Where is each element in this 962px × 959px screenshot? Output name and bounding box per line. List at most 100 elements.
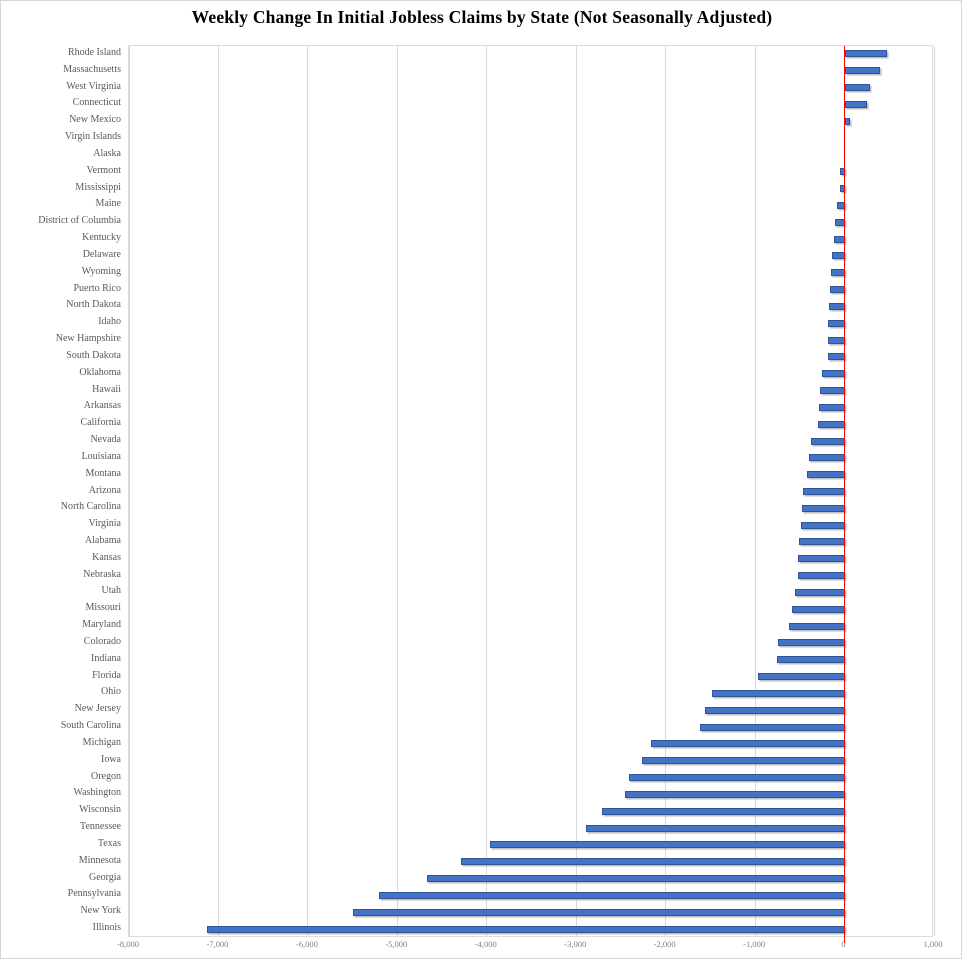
bar-alabama	[799, 538, 845, 546]
state-label: Kansas	[92, 551, 121, 563]
bar-iowa	[642, 757, 845, 765]
bar-south-dakota	[827, 353, 845, 361]
state-label: Texas	[97, 837, 121, 849]
bar-texas	[490, 841, 845, 849]
state-label: Montana	[85, 467, 121, 479]
state-label: Arizona	[88, 484, 121, 496]
bar-kansas	[798, 555, 845, 563]
gridline	[396, 46, 398, 936]
state-label: Ohio	[101, 686, 121, 698]
state-label: Maryland	[82, 619, 121, 631]
state-label: Illinois	[92, 922, 121, 934]
state-label: New York	[80, 905, 121, 917]
zero-baseline	[843, 46, 846, 943]
state-label: Maine	[95, 198, 121, 210]
state-label: California	[80, 417, 121, 429]
x-tick-label: 1,000	[923, 939, 943, 949]
gridline	[933, 46, 935, 936]
x-tick-label: -1,000	[743, 939, 766, 949]
bar-oklahoma	[822, 370, 845, 378]
gridline	[128, 46, 130, 936]
state-label: Oregon	[91, 770, 121, 782]
state-label: Georgia	[88, 871, 121, 883]
state-label: Wyoming	[81, 265, 121, 277]
state-label: Mississippi	[75, 181, 121, 193]
bar-louisiana	[808, 454, 845, 462]
state-label: Florida	[92, 669, 121, 681]
bar-utah	[795, 588, 845, 596]
bar-new-jersey	[705, 706, 845, 714]
state-label: Nevada	[90, 434, 121, 445]
bar-hawaii	[820, 387, 845, 395]
state-label: Arkansas	[83, 400, 121, 412]
state-label: Oklahoma	[79, 366, 121, 378]
chart-title: Weekly Change In Initial Jobless Claims …	[191, 7, 773, 27]
bar-indiana	[777, 656, 845, 664]
plot-area	[128, 45, 935, 943]
bar-california	[817, 420, 845, 428]
bar-new-york	[352, 908, 845, 916]
state-label: South Dakota	[66, 349, 121, 361]
state-label: New Jersey	[74, 703, 121, 715]
bar-idaho	[828, 319, 845, 327]
bar-new-hampshire	[828, 336, 845, 344]
y-axis-labels: Rhode Island Massachusetts West Virginia Co…	[1, 45, 121, 937]
state-label: North Dakota	[66, 299, 121, 311]
state-label: Pennsylvania	[67, 888, 121, 900]
x-tick-label: -3,000	[564, 939, 587, 949]
state-label: New Hampshire	[55, 333, 121, 345]
bar-missouri	[791, 605, 845, 613]
state-label: South Carolina	[60, 720, 121, 732]
x-tick-label: -2,000	[653, 939, 676, 949]
x-tick-label: -5,000	[385, 939, 408, 949]
state-label: Washington	[73, 787, 121, 799]
state-label: North Carolina	[60, 501, 121, 513]
bar-ohio	[712, 689, 845, 697]
bar-oregon	[628, 774, 845, 782]
state-label: Kentucky	[82, 232, 121, 244]
state-label: District of Columbia	[38, 215, 121, 227]
gridline	[307, 46, 309, 936]
state-label: Nebraska	[83, 568, 121, 580]
bar-south-carolina	[699, 723, 845, 731]
state-label: Hawaii	[92, 383, 121, 395]
state-label: Vermont	[86, 164, 121, 176]
state-label: Colorado	[83, 635, 121, 647]
bar-georgia	[426, 875, 845, 883]
bar-wyoming	[830, 269, 845, 277]
bar-west-virginia	[844, 84, 871, 92]
state-label: Rhode Island	[67, 46, 121, 58]
bar-delaware	[832, 252, 845, 260]
state-label: Wisconsin	[79, 804, 121, 816]
bar-arizona	[803, 488, 845, 495]
bar-virginia	[800, 521, 845, 529]
bar-wisconsin	[602, 807, 845, 815]
state-label: Minnesota	[78, 854, 121, 866]
state-label: Missouri	[85, 602, 121, 614]
bar-rhode-island	[844, 50, 888, 58]
state-label: Puerto Rico	[73, 282, 122, 294]
bar-illinois	[206, 925, 845, 933]
gridline	[754, 46, 756, 936]
bar-nevada	[811, 437, 845, 445]
state-label: Virgin Islands	[64, 131, 121, 143]
bar-tennessee	[586, 824, 845, 832]
bar-massachusetts	[844, 67, 881, 75]
bar-minnesota	[460, 858, 845, 866]
x-tick-label: 0	[841, 939, 846, 949]
bar-michigan	[651, 740, 845, 748]
gridline	[665, 46, 667, 936]
state-label: Virginia	[88, 518, 121, 530]
state-label: Utah	[101, 585, 121, 597]
bar-arkansas	[819, 403, 845, 411]
bar-connecticut	[844, 100, 868, 108]
bar-washington	[625, 790, 845, 798]
state-label: Alaska	[93, 147, 121, 159]
state-label: Tennessee	[80, 821, 121, 833]
state-label: Indiana	[91, 652, 121, 664]
state-label: New Mexico	[69, 114, 121, 126]
state-label: West Virginia	[66, 80, 121, 92]
bar-montana	[806, 471, 845, 479]
x-tick-label: -6,000	[295, 939, 318, 949]
